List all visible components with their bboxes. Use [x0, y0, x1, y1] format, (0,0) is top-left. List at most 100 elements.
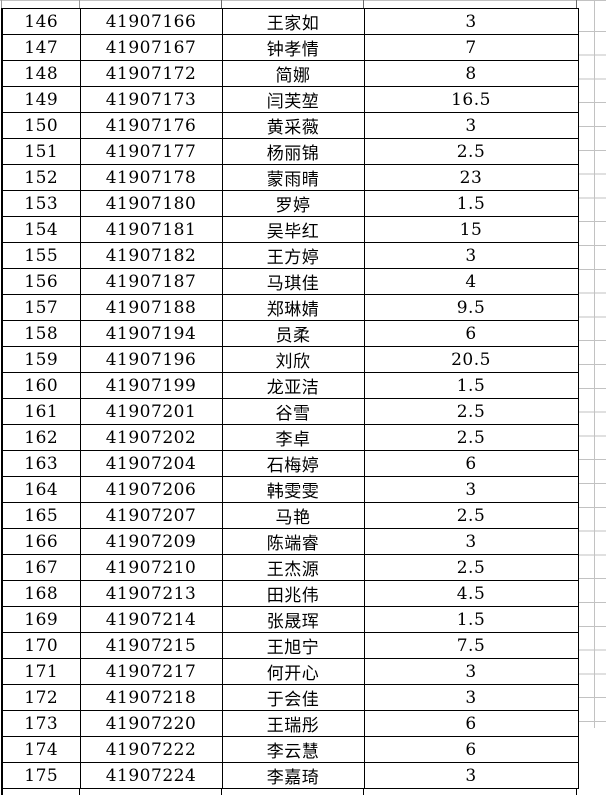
cell-name: 刘欣 [221, 346, 365, 373]
cell-row-number: 170 [1, 632, 81, 659]
table-row: 159 41907196 刘欣 20.5 [1, 346, 579, 373]
cell-id: 41907167 [79, 34, 223, 61]
cell-row-number: 165 [1, 502, 81, 529]
cell-id: 41907224 [79, 762, 223, 789]
right-row-gridlines [579, 8, 606, 722]
cell-name: 闫芙堃 [221, 86, 365, 113]
cell-name: 员柔 [221, 320, 365, 347]
table-row: 154 41907181 吴毕红 15 [1, 216, 579, 243]
cell-value: 3 [363, 8, 579, 35]
cell-value: 7.5 [363, 632, 579, 659]
table-row: 151 41907177 杨丽锦 2.5 [1, 138, 579, 165]
table-row: 147 41907167 钟孝情 7 [1, 34, 579, 61]
cell-name: 李嘉琦 [221, 762, 365, 789]
cell-id: 41907196 [79, 346, 223, 373]
cell-row-number: 148 [1, 60, 81, 87]
cell-value: 6 [363, 450, 579, 477]
cell-row-number: 162 [1, 424, 81, 451]
table-row: 169 41907214 张晟珲 1.5 [1, 606, 579, 633]
table-row: 167 41907210 王杰源 2.5 [1, 554, 579, 581]
cell-name: 何开心 [221, 658, 365, 685]
cell-value: 3 [363, 242, 579, 269]
cell-value: 3 [363, 528, 579, 555]
cell-id: 41907199 [79, 372, 223, 399]
cell-name: 罗婷 [221, 190, 365, 217]
cell-value: 8 [363, 60, 579, 87]
cell-id: 41907220 [79, 710, 223, 737]
cell-name: 谷雪 [221, 398, 365, 425]
cell-row-number: 151 [1, 138, 81, 165]
cell-id: 41907217 [79, 658, 223, 685]
cell-id: 41907172 [79, 60, 223, 87]
table-row: 157 41907188 郑琳婧 9.5 [1, 294, 579, 321]
table-row: 174 41907222 李云慧 6 [1, 736, 579, 763]
cell-row-number: 175 [1, 762, 81, 789]
table-row: 148 41907172 简娜 8 [1, 60, 579, 87]
table-body: 146 41907166 王家如 3 147 41907167 钟孝情 7 148 4190717… [1, 8, 579, 789]
cell-id: 41907166 [79, 8, 223, 35]
cell-value: 9.5 [363, 294, 579, 321]
cell-id: 41907210 [79, 554, 223, 581]
cell-value: 7 [363, 34, 579, 61]
cell-id: 41907201 [79, 398, 223, 425]
table-row: 152 41907178 蒙雨晴 23 [1, 164, 579, 191]
cell-row-number: 161 [1, 398, 81, 425]
cell-name: 王家如 [221, 8, 365, 35]
cell-id: 41907176 [79, 112, 223, 139]
table-row: 172 41907218 于会佳 3 [1, 684, 579, 711]
cell-id: 41907187 [79, 268, 223, 295]
cell-value: 2.5 [363, 424, 579, 451]
cell-name: 龙亚洁 [221, 372, 365, 399]
cell-value: 3 [363, 658, 579, 685]
cell-id: 41907181 [79, 216, 223, 243]
cell-name: 李云慧 [221, 736, 365, 763]
cell-id: 41907215 [79, 632, 223, 659]
table-row: 175 41907224 李嘉琦 3 [1, 762, 579, 789]
cell-name: 王方婷 [221, 242, 365, 269]
cell-value: 6 [363, 736, 579, 763]
gridline-stub [576, 0, 577, 8]
cell-name: 陈端睿 [221, 528, 365, 555]
data-table: 146 41907166 王家如 3 147 41907167 钟孝情 7 148 4190717… [1, 8, 579, 789]
cell-value: 23 [363, 164, 579, 191]
cell-value: 3 [363, 112, 579, 139]
table-row: 158 41907194 员柔 6 [1, 320, 579, 347]
cell-row-number: 155 [1, 242, 81, 269]
cell-id: 41907194 [79, 320, 223, 347]
cell-value: 3 [363, 762, 579, 789]
cell-name: 王杰源 [221, 554, 365, 581]
cell-id: 41907182 [79, 242, 223, 269]
gridline-stub [221, 0, 222, 8]
cell-name: 李卓 [221, 424, 365, 451]
cell-row-number: 168 [1, 580, 81, 607]
cell-id: 41907177 [79, 138, 223, 165]
cell-id: 41907180 [79, 190, 223, 217]
table-row: 165 41907207 马艳 2.5 [1, 502, 579, 529]
gridline-stub [1, 789, 3, 795]
cell-name: 马艳 [221, 502, 365, 529]
cell-value: 2.5 [363, 138, 579, 165]
cell-value: 1.5 [363, 606, 579, 633]
cell-id: 41907173 [79, 86, 223, 113]
cell-name: 吴毕红 [221, 216, 365, 243]
cell-name: 田兆伟 [221, 580, 365, 607]
cell-value: 2.5 [363, 398, 579, 425]
cell-name: 郑琳婧 [221, 294, 365, 321]
cell-row-number: 174 [1, 736, 81, 763]
cell-row-number: 172 [1, 684, 81, 711]
table-row: 171 41907217 何开心 3 [1, 658, 579, 685]
table-row: 161 41907201 谷雪 2.5 [1, 398, 579, 425]
cell-row-number: 158 [1, 320, 81, 347]
cell-id: 41907188 [79, 294, 223, 321]
cell-name: 张晟珲 [221, 606, 365, 633]
cell-value: 2.5 [363, 554, 579, 581]
cell-row-number: 166 [1, 528, 81, 555]
cell-name: 王旭宁 [221, 632, 365, 659]
top-gridline [0, 0, 606, 1]
cell-value: 20.5 [363, 346, 579, 373]
gridline-stub [79, 0, 80, 8]
cell-row-number: 171 [1, 658, 81, 685]
cell-value: 1.5 [363, 372, 579, 399]
bottom-row-sliver [1, 789, 578, 795]
gridline-stub [221, 789, 222, 795]
